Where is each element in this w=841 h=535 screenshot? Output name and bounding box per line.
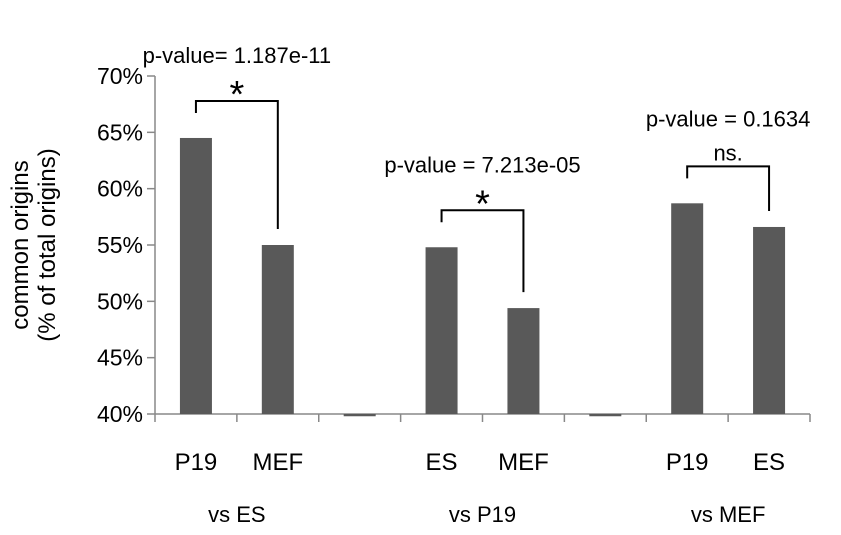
p-value-label: p-value = 0.1634 — [646, 106, 811, 131]
bars — [179, 137, 786, 417]
category-label: P19 — [175, 449, 218, 476]
significance-annotations: * p-value= 1.187e-11 * p-value = 7.213e-05 n… — [143, 43, 811, 293]
y-axis-label-line2: (% of total origins) — [34, 148, 61, 341]
p-value-label: p-value= 1.187e-11 — [143, 43, 332, 68]
group-label: vs MEF — [691, 502, 766, 527]
y-tick-label: 70% — [97, 63, 143, 89]
bar — [179, 137, 212, 414]
y-axis-label: common origins (% of total origins) — [7, 148, 61, 341]
bar — [261, 245, 294, 414]
y-tick-label: 55% — [97, 232, 143, 258]
x-axis — [154, 413, 811, 422]
group-labels: vs ES vs P19 vs MEF — [208, 502, 765, 527]
bar — [753, 226, 786, 414]
category-label: ES — [426, 449, 458, 476]
y-tick-label: 60% — [97, 176, 143, 202]
bar — [425, 247, 458, 414]
p-value-label: p-value = 7.213e-05 — [384, 152, 580, 177]
significance-bracket — [194, 99, 279, 229]
category-label: P19 — [666, 449, 709, 476]
group-label: vs ES — [208, 502, 265, 527]
y-axis-label-line1: common origins — [7, 160, 34, 329]
significance-bracket — [686, 165, 771, 211]
category-labels: P19 MEF ES MEF P19 ES — [175, 449, 785, 476]
y-tick-label: 45% — [97, 345, 143, 371]
y-tick-label: 50% — [97, 288, 143, 314]
group-label: vs P19 — [449, 502, 516, 527]
category-label: ES — [753, 449, 785, 476]
significance-mark: * — [229, 74, 244, 116]
y-axis: 40% 45% 50% 55% 60% 65% 70% — [97, 63, 156, 427]
significance-bracket — [440, 209, 525, 293]
significance-mark: * — [475, 183, 490, 225]
bar — [589, 414, 622, 417]
bar — [343, 414, 376, 417]
category-label: MEF — [498, 449, 549, 476]
category-label: MEF — [252, 449, 303, 476]
significance-mark: ns. — [713, 140, 742, 165]
y-tick-label: 65% — [97, 119, 143, 145]
bar — [671, 203, 704, 414]
bar — [507, 308, 540, 414]
y-tick-label: 40% — [97, 401, 143, 427]
